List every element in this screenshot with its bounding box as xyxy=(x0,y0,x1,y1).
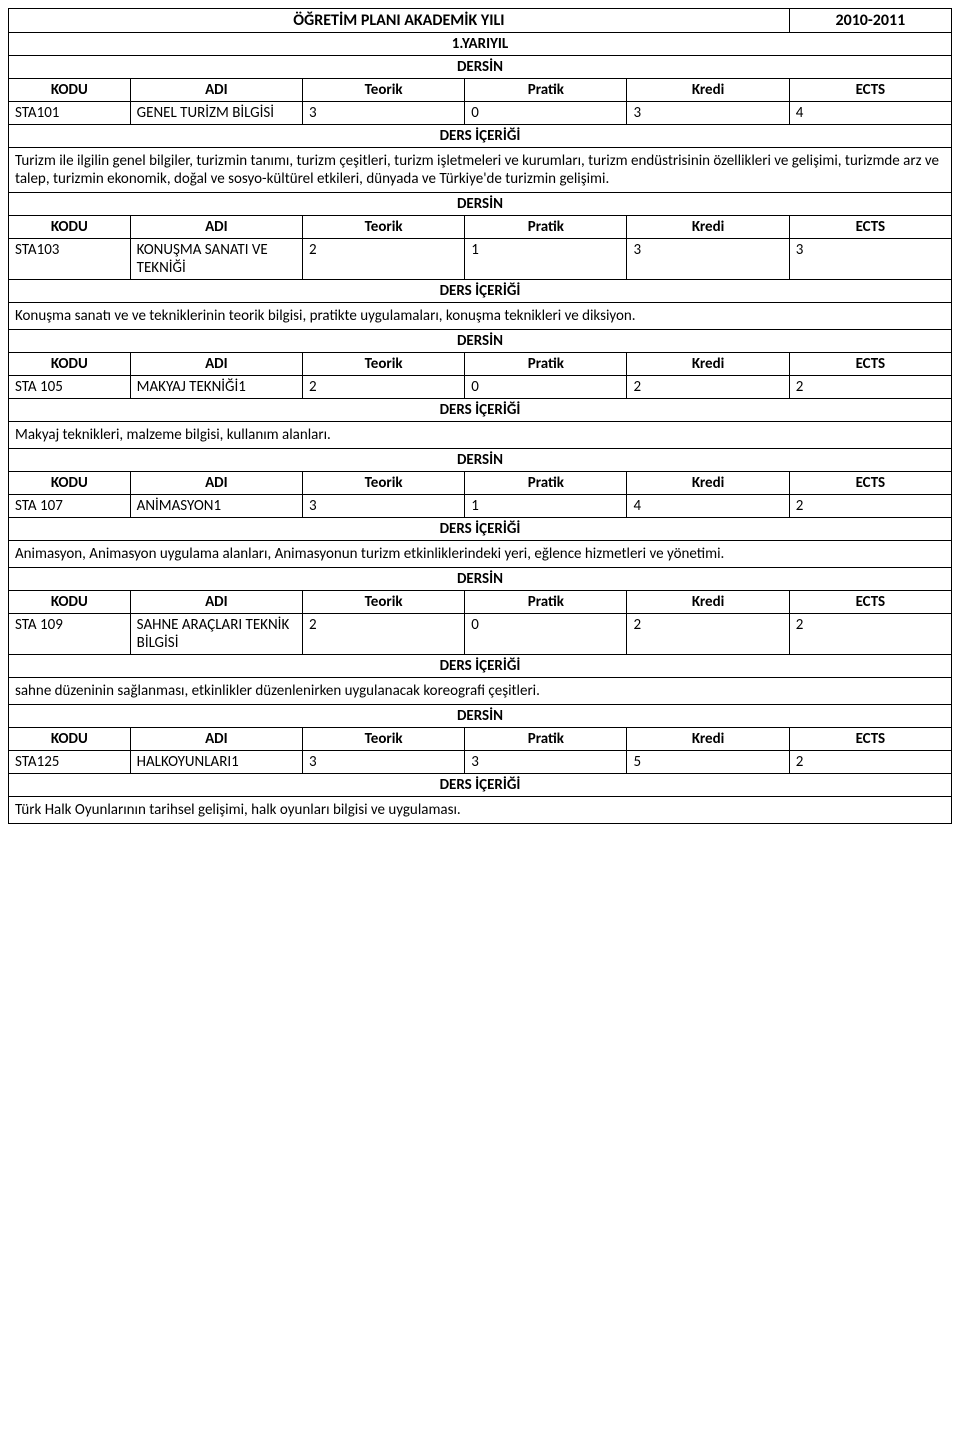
ders-icerigi-label: DERS İÇERİĞİ xyxy=(9,518,952,541)
course-teorik: 3 xyxy=(303,495,465,518)
col-pratik: Pratik xyxy=(465,591,627,614)
course-name: GENEL TURİZM BİLGİSİ xyxy=(130,102,302,125)
ders-icerigi-label: DERS İÇERİĞİ xyxy=(9,125,952,148)
col-pratik: Pratik xyxy=(465,216,627,239)
col-adi: ADI xyxy=(130,472,302,495)
course-name: SAHNE ARAÇLARI TEKNİK BİLGİSİ xyxy=(130,614,302,655)
col-kredi: Kredi xyxy=(627,216,789,239)
col-teorik: Teorik xyxy=(303,728,465,751)
course-kredi: 4 xyxy=(627,495,789,518)
course-kredi: 3 xyxy=(627,102,789,125)
course-ects: 4 xyxy=(789,102,951,125)
course-code: STA 105 xyxy=(9,376,131,399)
col-ects: ECTS xyxy=(789,728,951,751)
course-teorik: 3 xyxy=(303,751,465,774)
col-teorik: Teorik xyxy=(303,79,465,102)
col-pratik: Pratik xyxy=(465,353,627,376)
col-kredi: Kredi xyxy=(627,79,789,102)
course-kredi: 3 xyxy=(627,239,789,280)
course-pratik: 1 xyxy=(465,495,627,518)
ders-icerigi-label: DERS İÇERİĞİ xyxy=(9,280,952,303)
course-ects: 2 xyxy=(789,495,951,518)
course-name: MAKYAJ TEKNİĞİ1 xyxy=(130,376,302,399)
course-ects: 3 xyxy=(789,239,951,280)
course-ects: 2 xyxy=(789,614,951,655)
course-content: Konuşma sanatı ve ve tekniklerinin teori… xyxy=(9,303,952,330)
course-content: Animasyon, Animasyon uygulama alanları, … xyxy=(9,541,952,568)
course-pratik: 1 xyxy=(465,239,627,280)
course-kredi: 5 xyxy=(627,751,789,774)
col-kodu: KODU xyxy=(9,591,131,614)
col-teorik: Teorik xyxy=(303,591,465,614)
col-teorik: Teorik xyxy=(303,353,465,376)
course-pratik: 0 xyxy=(465,102,627,125)
col-kredi: Kredi xyxy=(627,728,789,751)
col-kodu: KODU xyxy=(9,353,131,376)
col-kodu: KODU xyxy=(9,728,131,751)
ders-icerigi-label: DERS İÇERİĞİ xyxy=(9,399,952,422)
course-code: STA125 xyxy=(9,751,131,774)
semester-label: 1.YARIYIL xyxy=(9,33,952,56)
course-teorik: 2 xyxy=(303,376,465,399)
col-adi: ADI xyxy=(130,591,302,614)
col-kredi: Kredi xyxy=(627,591,789,614)
ders-icerigi-label: DERS İÇERİĞİ xyxy=(9,774,952,797)
course-kredi: 2 xyxy=(627,614,789,655)
col-kodu: KODU xyxy=(9,79,131,102)
col-pratik: Pratik xyxy=(465,728,627,751)
course-ects: 2 xyxy=(789,376,951,399)
col-ects: ECTS xyxy=(789,353,951,376)
col-adi: ADI xyxy=(130,353,302,376)
col-ects: ECTS xyxy=(789,216,951,239)
col-adi: ADI xyxy=(130,728,302,751)
dersin-label: DERSİN xyxy=(9,330,952,353)
col-kredi: Kredi xyxy=(627,472,789,495)
col-kredi: Kredi xyxy=(627,353,789,376)
ders-icerigi-label: DERS İÇERİĞİ xyxy=(9,655,952,678)
course-content: Makyaj teknikleri, malzeme bilgisi, kull… xyxy=(9,422,952,449)
col-teorik: Teorik xyxy=(303,216,465,239)
dersin-label: DERSİN xyxy=(9,449,952,472)
course-code: STA101 xyxy=(9,102,131,125)
plan-title: ÖĞRETİM PLANI AKADEMİK YILI xyxy=(9,9,790,33)
course-content: Turizm ile ilgilin genel bilgiler, turiz… xyxy=(9,148,952,193)
dersin-label: DERSİN xyxy=(9,705,952,728)
course-code: STA 109 xyxy=(9,614,131,655)
col-adi: ADI xyxy=(130,79,302,102)
curriculum-table: ÖĞRETİM PLANI AKADEMİK YILI2010-20111.YA… xyxy=(8,8,952,824)
course-teorik: 2 xyxy=(303,239,465,280)
academic-year: 2010-2011 xyxy=(789,9,951,33)
course-pratik: 0 xyxy=(465,376,627,399)
course-teorik: 3 xyxy=(303,102,465,125)
col-ects: ECTS xyxy=(789,472,951,495)
col-pratik: Pratik xyxy=(465,79,627,102)
col-kodu: KODU xyxy=(9,472,131,495)
course-content: Türk Halk Oyunlarının tarihsel gelişimi,… xyxy=(9,797,952,824)
course-code: STA 107 xyxy=(9,495,131,518)
course-ects: 2 xyxy=(789,751,951,774)
course-name: ANİMASYON1 xyxy=(130,495,302,518)
course-pratik: 3 xyxy=(465,751,627,774)
col-kodu: KODU xyxy=(9,216,131,239)
dersin-label: DERSİN xyxy=(9,56,952,79)
col-teorik: Teorik xyxy=(303,472,465,495)
course-code: STA103 xyxy=(9,239,131,280)
dersin-label: DERSİN xyxy=(9,568,952,591)
course-teorik: 2 xyxy=(303,614,465,655)
course-name: KONUŞMA SANATI VE TEKNİĞİ xyxy=(130,239,302,280)
col-pratik: Pratik xyxy=(465,472,627,495)
course-pratik: 0 xyxy=(465,614,627,655)
col-adi: ADI xyxy=(130,216,302,239)
col-ects: ECTS xyxy=(789,591,951,614)
course-name: HALKOYUNLARI1 xyxy=(130,751,302,774)
course-kredi: 2 xyxy=(627,376,789,399)
col-ects: ECTS xyxy=(789,79,951,102)
dersin-label: DERSİN xyxy=(9,193,952,216)
course-content: sahne düzeninin sağlanması, etkinlikler … xyxy=(9,678,952,705)
